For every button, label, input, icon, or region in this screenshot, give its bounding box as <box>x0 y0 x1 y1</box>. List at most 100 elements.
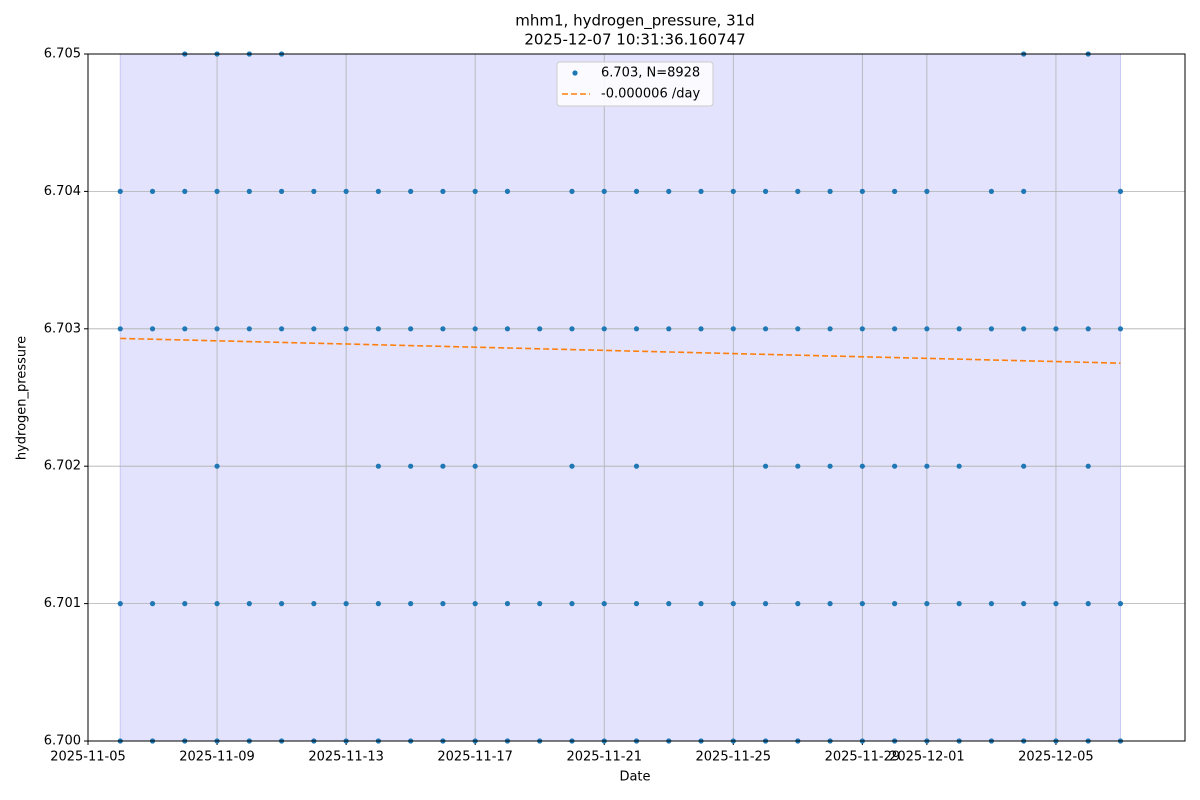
data-point <box>1085 326 1091 332</box>
data-point <box>956 601 962 607</box>
data-point <box>859 326 865 332</box>
data-point <box>246 188 252 194</box>
data-point <box>311 188 317 194</box>
data-point <box>375 188 381 194</box>
x-tick-label: 2025-11-21 <box>566 750 642 765</box>
data-point <box>1021 188 1027 194</box>
data-point <box>182 188 188 194</box>
legend-label: -0.000006 /day <box>601 87 700 102</box>
y-tick-label: 6.705 <box>44 47 81 62</box>
data-point <box>569 326 575 332</box>
data-point <box>633 601 640 607</box>
data-point <box>472 463 478 469</box>
data-point <box>504 326 511 332</box>
data-point <box>343 188 349 194</box>
data-point <box>1021 326 1027 332</box>
legend-label: 6.703, N=8928 <box>601 66 700 81</box>
data-point <box>601 326 607 332</box>
data-point <box>730 326 736 332</box>
data-point <box>924 326 930 332</box>
data-point <box>730 188 736 194</box>
data-point <box>569 188 575 194</box>
data-point <box>859 188 865 194</box>
data-point <box>698 188 704 194</box>
data-point <box>827 601 833 607</box>
data-point <box>569 463 575 469</box>
y-axis-label: hydrogen_pressure <box>15 336 30 460</box>
data-point <box>278 326 285 332</box>
data-point <box>795 601 801 607</box>
legend: 6.703, N=8928 -0.000006 /day <box>556 61 714 107</box>
x-tick-label: 2025-11-09 <box>179 750 255 765</box>
data-point <box>827 188 833 194</box>
data-point <box>698 601 704 607</box>
data-point <box>246 601 252 607</box>
data-point <box>827 326 833 332</box>
data-point <box>117 326 123 332</box>
data-point <box>666 188 672 194</box>
data-point <box>892 601 898 607</box>
data-point <box>633 326 640 332</box>
data-point <box>1021 601 1027 607</box>
data-point <box>246 326 252 332</box>
x-tick-label: 2025-11-29 <box>825 750 901 765</box>
data-point <box>1053 601 1059 607</box>
data-point <box>666 326 672 332</box>
data-point <box>762 326 769 332</box>
y-tick-label: 6.700 <box>44 734 81 749</box>
data-point <box>795 188 801 194</box>
data-point <box>892 463 898 469</box>
data-point <box>1021 463 1027 469</box>
data-point <box>762 601 769 607</box>
y-tick-label: 6.703 <box>44 321 81 336</box>
data-point <box>924 463 930 469</box>
data-point <box>375 601 381 607</box>
data-point <box>149 601 156 607</box>
data-point <box>1117 188 1124 194</box>
data-point <box>214 601 220 607</box>
y-tick-label: 6.701 <box>44 596 81 611</box>
data-point <box>859 601 865 607</box>
x-tick-label: 2025-11-05 <box>50 750 126 765</box>
data-point <box>892 188 898 194</box>
data-point <box>956 463 962 469</box>
data-point <box>343 326 349 332</box>
chart-subtitle: 2025-12-07 10:31:36.160747 <box>524 31 745 49</box>
data-point <box>988 188 995 194</box>
data-point <box>892 326 898 332</box>
data-point <box>440 463 446 469</box>
x-tick-label: 2025-11-25 <box>696 750 772 765</box>
data-point <box>1117 326 1124 332</box>
x-tick-label: 2025-12-01 <box>889 750 965 765</box>
data-point <box>214 463 220 469</box>
data-point <box>408 601 414 607</box>
data-point <box>343 601 349 607</box>
data-point <box>278 601 285 607</box>
data-point <box>956 326 962 332</box>
data-point <box>214 188 220 194</box>
x-axis-label: Date <box>619 770 650 785</box>
y-tick-label: 6.704 <box>44 184 81 199</box>
trend-line <box>120 337 1121 364</box>
data-point <box>408 326 414 332</box>
data-point <box>1053 326 1059 332</box>
highlight-span <box>119 53 1121 742</box>
x-tick-label: 2025-12-05 <box>1018 750 1094 765</box>
data-point <box>988 601 995 607</box>
data-point <box>730 601 736 607</box>
data-point <box>440 601 446 607</box>
data-point <box>278 188 285 194</box>
legend-box <box>556 61 714 107</box>
data-point <box>504 601 511 607</box>
data-point <box>762 188 769 194</box>
data-point <box>762 463 769 469</box>
legend-marker <box>572 70 578 76</box>
data-point <box>988 326 995 332</box>
data-point <box>311 326 317 332</box>
data-point <box>375 463 381 469</box>
data-point <box>537 601 543 607</box>
data-point <box>537 326 543 332</box>
data-point <box>924 188 930 194</box>
data-point <box>633 188 640 194</box>
